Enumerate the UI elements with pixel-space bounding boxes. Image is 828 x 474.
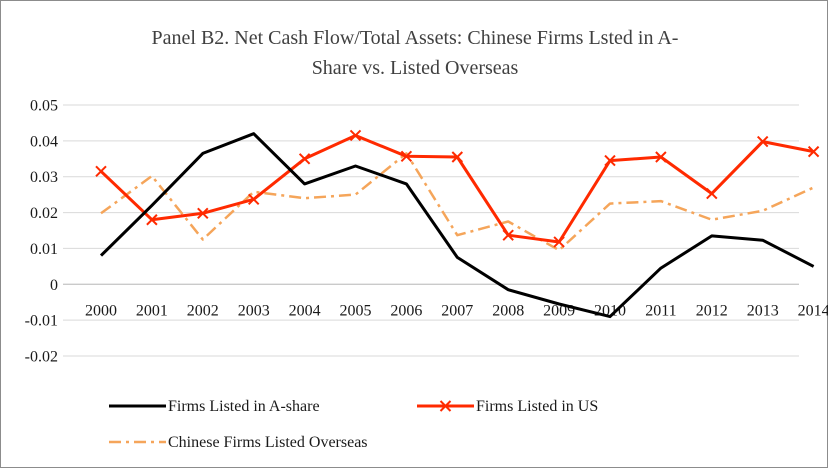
data-point-marker bbox=[706, 187, 718, 200]
series-lines bbox=[95, 129, 820, 319]
data-point-marker bbox=[400, 150, 413, 162]
y-tick-label: 0.01 bbox=[30, 241, 58, 258]
y-tick-label: -0.01 bbox=[25, 313, 58, 330]
x-tick-label: 2002 bbox=[187, 302, 219, 319]
data-point-marker bbox=[553, 236, 565, 248]
data-point-marker bbox=[197, 207, 209, 219]
x-axis-tick-labels: 2000 2001 2002 2003 2004 2005 2006 2007 2008 2009… bbox=[85, 302, 828, 319]
data-point-marker bbox=[502, 229, 514, 241]
data-point-marker bbox=[247, 193, 260, 206]
series-line bbox=[99, 132, 815, 319]
y-tick-label: 0 bbox=[50, 277, 58, 294]
x-tick-label: 2004 bbox=[289, 302, 321, 319]
x-tick-label: 2003 bbox=[238, 302, 270, 319]
x-tick-label: 2008 bbox=[492, 302, 524, 319]
x-tick-label: 2014 bbox=[798, 302, 828, 319]
series-line bbox=[100, 152, 815, 252]
data-point-marker bbox=[756, 135, 769, 148]
data-point-marker bbox=[95, 165, 107, 178]
legend-item: Chinese Firms Listed Overseas bbox=[109, 434, 368, 451]
x-tick-label: 2012 bbox=[696, 302, 728, 319]
y-tick-label: -0.02 bbox=[25, 349, 58, 366]
legend-item: Firms Listed in US bbox=[417, 398, 598, 415]
y-tick-label: 0.05 bbox=[30, 98, 58, 115]
x-tick-label: 2011 bbox=[645, 302, 676, 319]
y-tick-label: 0.03 bbox=[30, 169, 58, 186]
x-tick-label: 2001 bbox=[136, 302, 168, 319]
legend-marker bbox=[439, 400, 452, 412]
data-point-marker bbox=[146, 214, 158, 226]
data-point-marker bbox=[349, 129, 362, 142]
legend-label: Chinese Firms Listed Overseas bbox=[168, 434, 368, 451]
data-point-marker bbox=[451, 151, 464, 163]
x-tick-label: 2006 bbox=[390, 302, 422, 319]
x-tick-label: 2013 bbox=[747, 302, 779, 319]
gridlines bbox=[63, 104, 799, 357]
y-tick-label: 0.04 bbox=[30, 133, 58, 150]
data-point-marker bbox=[604, 154, 616, 167]
legend-item: Firms Listed in A-share bbox=[109, 398, 320, 415]
data-point-marker bbox=[298, 153, 311, 165]
chart-title-line-2: Share vs. Listed Overseas bbox=[312, 57, 519, 79]
data-point-marker bbox=[655, 151, 667, 163]
x-tick-label: 2000 bbox=[85, 302, 117, 319]
x-tick-label: 2005 bbox=[340, 302, 372, 319]
legend: Firms Listed in A-share Firms Listed in U… bbox=[109, 398, 598, 451]
legend-label: Firms Listed in US bbox=[476, 398, 598, 415]
y-tick-label: 0.02 bbox=[30, 205, 58, 222]
x-tick-label: 2007 bbox=[441, 302, 473, 319]
y-axis-tick-labels: 0.05 0.04 0.03 0.02 0.01 0 -0.01 -0.02 bbox=[25, 98, 58, 366]
data-point-marker bbox=[807, 145, 820, 158]
chart-title-line-1: Panel B2. Net Cash Flow/Total Assets: Ch… bbox=[152, 27, 679, 49]
legend-label: Firms Listed in A-share bbox=[168, 398, 320, 415]
